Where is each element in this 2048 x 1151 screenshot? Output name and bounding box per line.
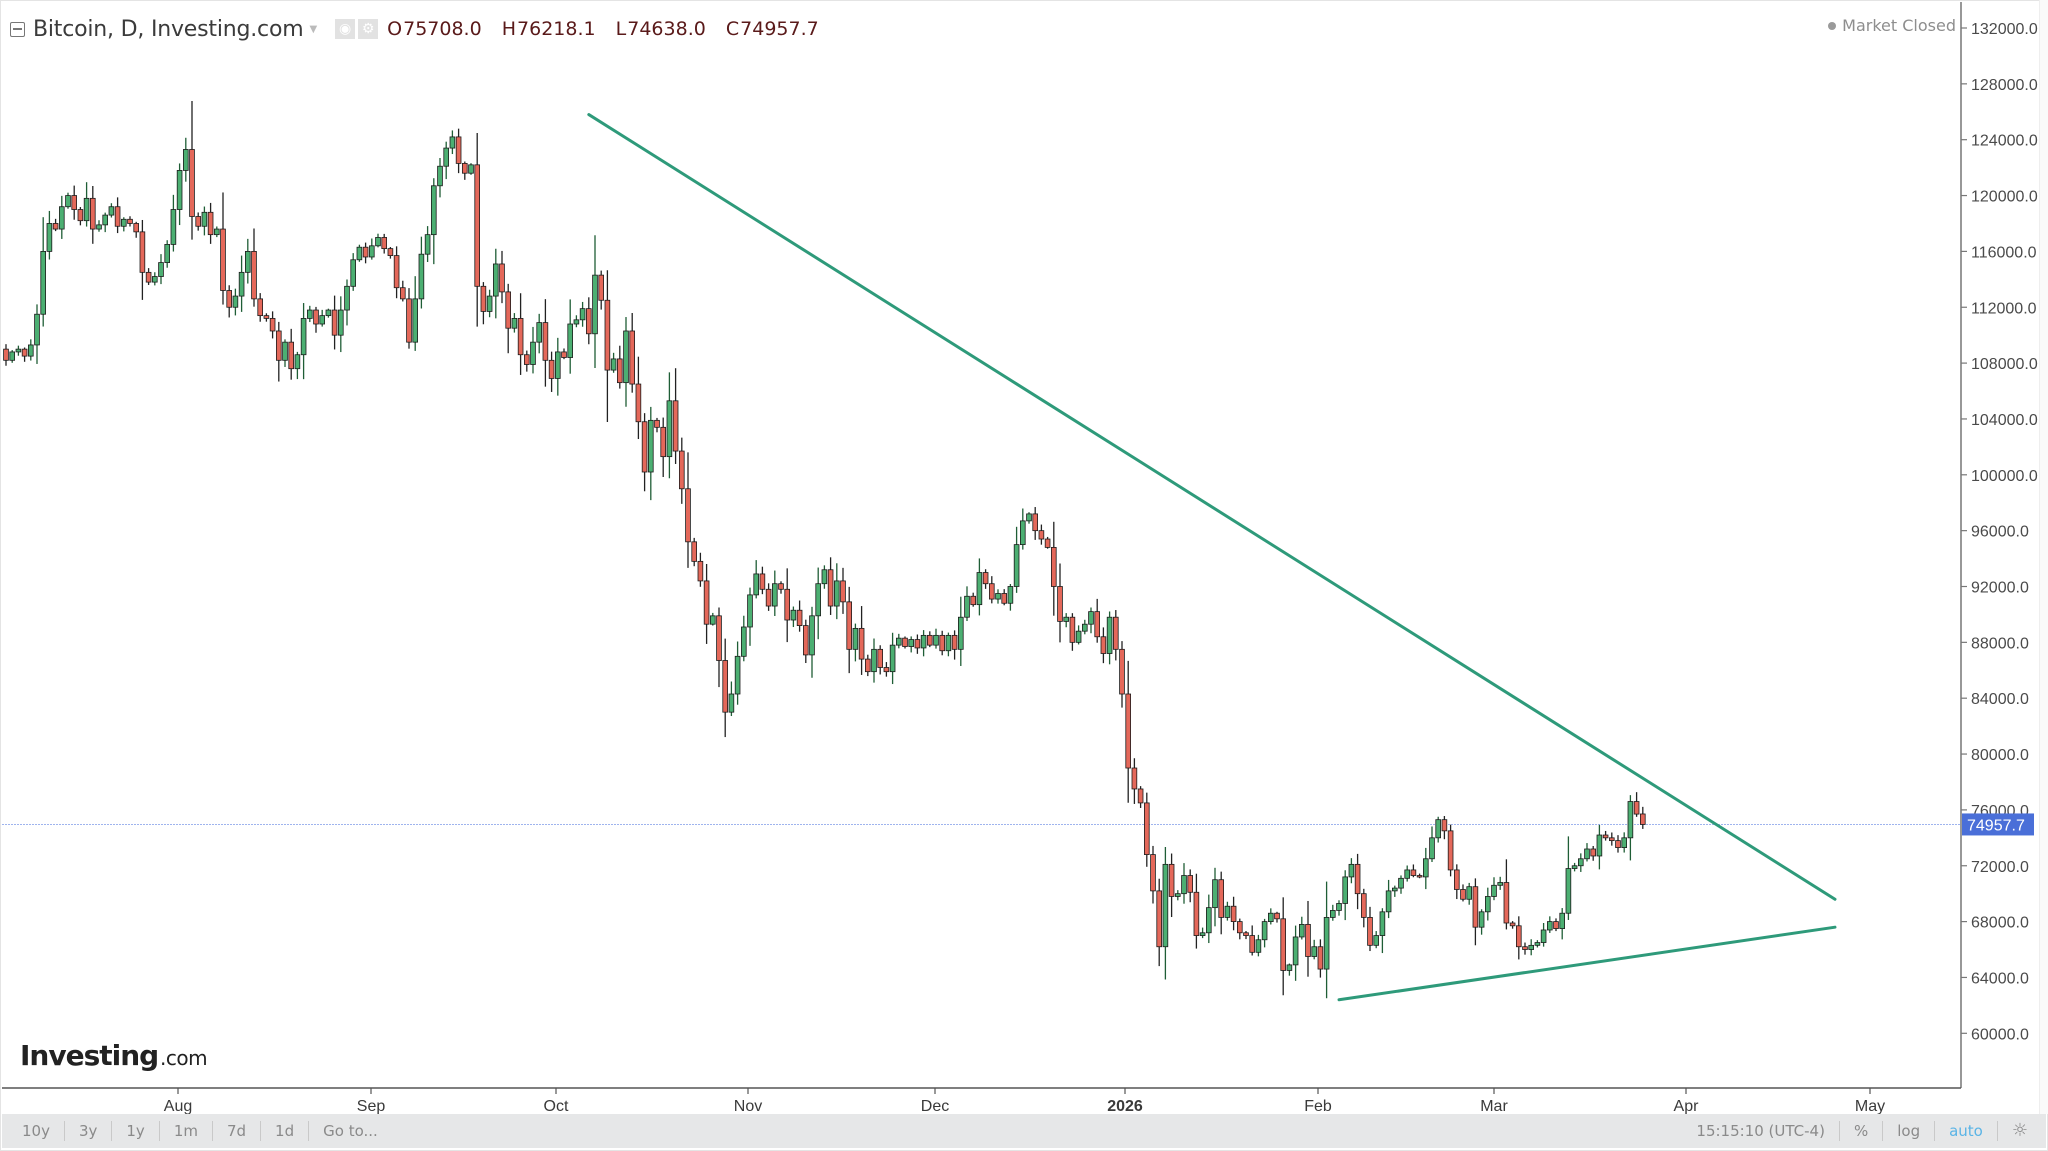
price-tick-label: 124000.0 (1971, 133, 2038, 150)
auto-scale-toggle[interactable]: auto (1935, 1121, 1998, 1141)
price-tick-label: 96000.0 (1971, 524, 2029, 541)
ascending-support-trendline[interactable] (1337, 925, 1837, 1002)
range-3y-button[interactable]: 3y (65, 1121, 113, 1141)
price-tick-label: 64000.0 (1971, 970, 2029, 987)
price-tick-label: 68000.0 (1971, 915, 2029, 932)
investing-logo: Investing .com (20, 1039, 208, 1072)
range-1m-button[interactable]: 1m (160, 1121, 213, 1141)
series-settings-gear-icon[interactable]: ⚙ (358, 19, 379, 39)
time-tick-label: Aug (164, 1098, 192, 1115)
market-status-text: Market Closed (1842, 16, 1956, 35)
price-tick-label: 80000.0 (1971, 747, 2029, 764)
time-tick-label: Oct (544, 1098, 569, 1115)
range-1y-button[interactable]: 1y (112, 1121, 160, 1141)
chart-settings-gear-icon[interactable]: ☼ (2011, 1120, 2028, 1141)
visibility-eye-icon[interactable]: ◉ (335, 19, 356, 39)
time-tick-label: Apr (1674, 1098, 1700, 1115)
open-value: 75708.0 (403, 18, 482, 40)
close-value: 74957.7 (740, 18, 819, 40)
low-key: L (615, 18, 627, 40)
price-tick-label: 116000.0 (1971, 244, 2037, 261)
log-scale-toggle[interactable]: log (1883, 1121, 1936, 1141)
price-tick-label: 108000.0 (1971, 356, 2038, 373)
last-price-label: 74957.7 (1962, 813, 2034, 836)
price-axis[interactable]: 132000.0 128000.0 124000.0 120000.0 116000.0… (1961, 21, 2038, 1043)
clock-timezone[interactable]: 15:15:10 (UTC-4) (1682, 1121, 1840, 1141)
time-tick-label: Sep (357, 1098, 386, 1115)
ohlc-values: O75708.0 H76218.1 L74638.0 C74957.7 (387, 18, 833, 40)
svg-text:74957.7: 74957.7 (1967, 817, 2025, 834)
time-tick-label: 2026 (1107, 1098, 1143, 1115)
percent-scale-toggle[interactable]: % (1840, 1121, 1884, 1141)
descending-resistance-trendline[interactable] (587, 113, 1837, 901)
open-key: O (387, 18, 403, 40)
candlestick-series (3, 101, 1646, 999)
price-tick-label: 60000.0 (1971, 1026, 2029, 1043)
svg-text:.com: .com (160, 1046, 207, 1070)
price-tick-label: 104000.0 (1971, 412, 2038, 429)
price-tick-label: 128000.0 (1971, 77, 2038, 94)
price-tick-label: 92000.0 (1971, 580, 2029, 597)
goto-date-button[interactable]: Go to... (323, 1122, 378, 1140)
bottom-toolbar: 10y 3y 1y 1m 7d 1d Go to... 15:15:10 (UT… (2, 1114, 2046, 1148)
time-tick-label: Nov (734, 1098, 762, 1115)
price-tick-label: 132000.0 (1971, 21, 2038, 38)
price-tick-label: 100000.0 (1971, 468, 2038, 485)
high-key: H (501, 18, 517, 40)
range-7d-button[interactable]: 7d (213, 1121, 262, 1141)
price-tick-label: 88000.0 (1971, 635, 2029, 652)
time-tick-label: May (1855, 1098, 1885, 1115)
right-edge-scrollbar[interactable] (2039, 0, 2048, 1114)
time-axis[interactable]: Aug Sep Oct Nov Dec 2026 Feb Mar Apr May (164, 1088, 1885, 1115)
trendlines[interactable] (587, 113, 1837, 1002)
price-tick-label: 84000.0 (1971, 691, 2029, 708)
low-value: 74638.0 (627, 18, 706, 40)
market-status: Market Closed (1828, 16, 1956, 35)
price-tick-label: 72000.0 (1971, 859, 2029, 876)
time-tick-label: Dec (921, 1098, 949, 1115)
market-status-dot-icon (1828, 21, 1837, 30)
range-10y-button[interactable]: 10y (8, 1121, 65, 1141)
symbol-title[interactable]: Bitcoin, D, Investing.com (33, 16, 304, 42)
collapse-legend-icon[interactable] (10, 21, 25, 37)
high-value: 76218.1 (517, 18, 596, 40)
price-tick-label: 112000.0 (1971, 300, 2037, 317)
time-tick-label: Feb (1304, 1098, 1332, 1115)
svg-text:Investing: Investing (20, 1039, 158, 1072)
time-tick-label: Mar (1480, 1098, 1508, 1115)
price-tick-label: 120000.0 (1971, 189, 2038, 206)
chart-legend: Bitcoin, D, Investing.com ▼ ◉ ⚙ O75708.0… (10, 14, 833, 44)
close-key: C (725, 18, 740, 40)
symbol-dropdown-icon[interactable]: ▼ (309, 23, 318, 35)
range-1d-button[interactable]: 1d (261, 1121, 310, 1141)
